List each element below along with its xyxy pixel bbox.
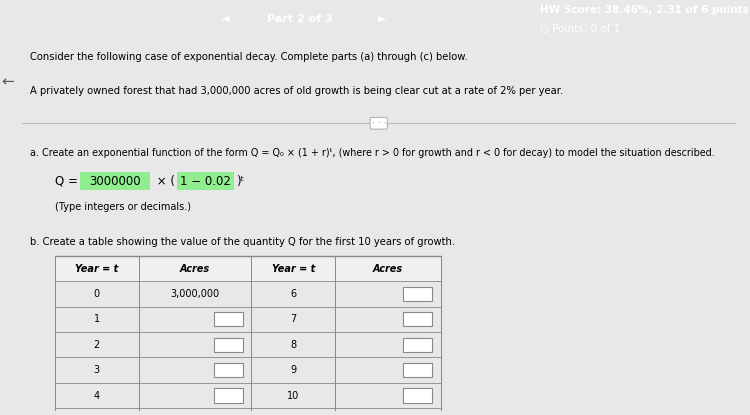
Text: 4: 4: [94, 391, 100, 400]
Bar: [177, 172, 234, 190]
Bar: [403, 338, 432, 352]
Text: 7: 7: [290, 314, 296, 325]
Text: 3,000,000: 3,000,000: [170, 289, 220, 299]
Text: 3000000: 3000000: [89, 175, 141, 188]
Text: )ᵗ: )ᵗ: [236, 175, 244, 188]
Bar: [214, 388, 243, 403]
Text: 2: 2: [94, 340, 100, 350]
Bar: [214, 414, 243, 415]
Text: 1 − 0.02: 1 − 0.02: [180, 175, 231, 188]
Text: Acres: Acres: [180, 264, 210, 273]
Bar: [214, 363, 243, 377]
Bar: [214, 338, 243, 352]
Text: 9: 9: [290, 365, 296, 375]
Text: Consider the following case of exponential decay. Complete parts (a) through (c): Consider the following case of exponenti…: [29, 52, 467, 62]
Text: 0: 0: [94, 289, 100, 299]
Bar: [403, 312, 432, 327]
Text: 3: 3: [94, 365, 100, 375]
Text: Year = t: Year = t: [75, 264, 118, 273]
Text: 6: 6: [290, 289, 296, 299]
Bar: [403, 363, 432, 377]
Text: (Type integers or decimals.): (Type integers or decimals.): [55, 202, 191, 212]
Text: ←: ←: [2, 75, 14, 90]
Bar: [80, 172, 149, 190]
Text: a. Create an exponential function of the form Q = Q₀ × (1 + r)ᵗ, (where r > 0 fo: a. Create an exponential function of the…: [29, 148, 714, 158]
Text: 10: 10: [287, 391, 299, 400]
Text: HW Score: 38.46%, 2.31 of 6 points: HW Score: 38.46%, 2.31 of 6 points: [540, 5, 748, 15]
Text: 8: 8: [290, 340, 296, 350]
Text: · · ·: · · ·: [371, 119, 386, 128]
Text: Q =: Q =: [55, 175, 82, 188]
Text: × (: × (: [153, 175, 176, 188]
Text: Part 2 of 3: Part 2 of 3: [267, 14, 333, 24]
Text: ►: ►: [378, 14, 387, 24]
Bar: [403, 388, 432, 403]
Text: ◄: ◄: [220, 14, 230, 24]
Bar: [55, 256, 440, 281]
Text: 1: 1: [94, 314, 100, 325]
Text: ○ Points: 0 of 1: ○ Points: 0 of 1: [540, 24, 620, 34]
Bar: [214, 312, 243, 327]
Text: Year = t: Year = t: [272, 264, 315, 273]
Text: A privately owned forest that had 3,000,000 acres of old growth is being clear c: A privately owned forest that had 3,000,…: [29, 86, 562, 96]
Text: b. Create a table showing the value of the quantity Q for the first 10 years of : b. Create a table showing the value of t…: [29, 237, 454, 247]
Text: Acres: Acres: [373, 264, 403, 273]
Bar: [403, 287, 432, 301]
